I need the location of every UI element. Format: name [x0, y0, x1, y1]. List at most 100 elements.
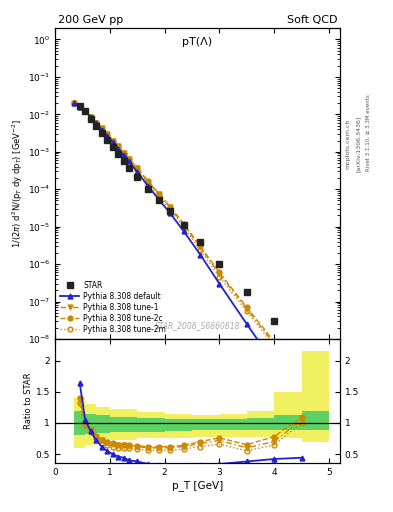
Y-axis label: 1/(2$\pi$) d$^2$N/(p$_T$ dy dp$_T$) [GeV$^{-2}$]: 1/(2$\pi$) d$^2$N/(p$_T$ dy dp$_T$) [GeV…	[11, 119, 25, 248]
Pythia 8.308 tune-2c	[321, 407, 326, 413]
Pythia 8.308 tune-2m	[146, 180, 151, 186]
Pythia 8.308 default	[83, 109, 88, 115]
Pythia 8.308 tune-2m	[127, 157, 131, 163]
Text: [arXiv:1306.3436]: [arXiv:1306.3436]	[356, 115, 361, 172]
Pythia 8.308 default	[105, 133, 109, 139]
Pythia 8.308 tune-1	[116, 143, 120, 150]
Pythia 8.308 default	[198, 251, 202, 258]
Pythia 8.308 default	[94, 120, 99, 126]
Pythia 8.308 default	[110, 139, 115, 145]
Pythia 8.308 tune-2m	[110, 139, 115, 145]
Pythia 8.308 tune-1	[121, 150, 126, 156]
Pythia 8.308 tune-2c	[110, 137, 115, 143]
Pythia 8.308 tune-2c	[94, 120, 99, 126]
Pythia 8.308 default	[77, 103, 82, 110]
Pythia 8.308 default	[217, 281, 222, 287]
Pythia 8.308 default	[135, 169, 140, 175]
Pythia 8.308 tune-2m	[157, 194, 162, 200]
Pythia 8.308 tune-2m	[94, 120, 99, 126]
Pythia 8.308 default	[321, 437, 326, 443]
Pythia 8.308 tune-1	[127, 156, 131, 162]
Pythia 8.308 default	[146, 183, 151, 189]
Pythia 8.308 tune-2m	[116, 144, 120, 151]
Pythia 8.308 tune-1	[168, 204, 173, 210]
Pythia 8.308 tune-1	[94, 120, 99, 126]
Pythia 8.308 tune-2c	[146, 178, 151, 184]
Pythia 8.308 tune-1	[244, 306, 249, 312]
Line: Pythia 8.308 tune-2m: Pythia 8.308 tune-2m	[72, 101, 326, 416]
Pythia 8.308 tune-2c	[83, 109, 88, 115]
Pythia 8.308 tune-2m	[321, 411, 326, 417]
Pythia 8.308 tune-1	[299, 375, 304, 381]
Pythia 8.308 tune-1	[105, 132, 109, 138]
Pythia 8.308 tune-1	[72, 100, 77, 106]
Text: mcplots.cern.ch: mcplots.cern.ch	[345, 118, 350, 168]
Pythia 8.308 tune-2c	[121, 150, 126, 156]
X-axis label: p_T [GeV]: p_T [GeV]	[172, 480, 223, 491]
Legend: STAR, Pythia 8.308 default, Pythia 8.308 tune-1, Pythia 8.308 tune-2c, Pythia 8.: STAR, Pythia 8.308 default, Pythia 8.308…	[59, 280, 168, 335]
Pythia 8.308 default	[299, 399, 304, 406]
Pythia 8.308 tune-2c	[157, 191, 162, 197]
Pythia 8.308 tune-1	[99, 125, 104, 132]
Pythia 8.308 tune-1	[110, 137, 115, 143]
Line: Pythia 8.308 tune-1: Pythia 8.308 tune-1	[72, 101, 326, 413]
Pythia 8.308 tune-1	[146, 179, 151, 185]
Pythia 8.308 tune-2c	[168, 204, 173, 210]
Pythia 8.308 tune-2c	[299, 373, 304, 379]
Pythia 8.308 tune-1	[135, 165, 140, 172]
Pythia 8.308 tune-2m	[244, 308, 249, 314]
Pythia 8.308 tune-2c	[272, 338, 277, 345]
Pythia 8.308 tune-2c	[127, 156, 131, 162]
Pythia 8.308 tune-2c	[217, 269, 222, 275]
Pythia 8.308 default	[116, 146, 120, 152]
Pythia 8.308 tune-2m	[217, 274, 222, 280]
Pythia 8.308 tune-2c	[105, 132, 109, 138]
Pythia 8.308 tune-1	[321, 408, 326, 414]
Pythia 8.308 tune-2m	[182, 224, 186, 230]
Pythia 8.308 tune-2m	[72, 100, 77, 106]
Pythia 8.308 tune-1	[217, 271, 222, 277]
Pythia 8.308 tune-1	[272, 340, 277, 347]
Pythia 8.308 default	[72, 100, 77, 106]
Pythia 8.308 default	[168, 210, 173, 216]
Pythia 8.308 tune-2m	[105, 133, 109, 139]
Text: pT(Λ): pT(Λ)	[182, 37, 213, 48]
Line: Pythia 8.308 default: Pythia 8.308 default	[72, 101, 326, 442]
Pythia 8.308 default	[272, 360, 277, 367]
Pythia 8.308 tune-1	[157, 191, 162, 198]
Text: STAR_2006_S6860818: STAR_2006_S6860818	[155, 321, 240, 330]
Pythia 8.308 tune-2c	[72, 100, 77, 106]
Pythia 8.308 tune-2m	[168, 206, 173, 212]
Pythia 8.308 tune-2c	[88, 114, 93, 120]
Pythia 8.308 tune-2m	[198, 247, 202, 253]
Y-axis label: Ratio to STAR: Ratio to STAR	[24, 373, 33, 430]
Pythia 8.308 tune-1	[83, 109, 88, 115]
Pythia 8.308 default	[182, 228, 186, 234]
Pythia 8.308 tune-2c	[182, 221, 186, 227]
Text: Rivet 3.1.10, ≥ 3.3M events: Rivet 3.1.10, ≥ 3.3M events	[365, 95, 371, 172]
Pythia 8.308 tune-1	[77, 103, 82, 110]
Pythia 8.308 tune-2m	[99, 126, 104, 133]
Pythia 8.308 tune-2c	[198, 243, 202, 249]
Pythia 8.308 default	[88, 114, 93, 120]
Pythia 8.308 tune-2m	[135, 167, 140, 174]
Line: Pythia 8.308 tune-2c: Pythia 8.308 tune-2c	[72, 101, 326, 412]
Pythia 8.308 default	[121, 152, 126, 158]
Pythia 8.308 tune-2m	[88, 114, 93, 120]
Pythia 8.308 default	[157, 197, 162, 203]
Pythia 8.308 default	[127, 158, 131, 164]
Pythia 8.308 tune-2m	[77, 103, 82, 110]
Pythia 8.308 tune-2c	[99, 125, 104, 132]
Pythia 8.308 tune-1	[182, 222, 186, 228]
Pythia 8.308 tune-2m	[83, 109, 88, 115]
Text: Soft QCD: Soft QCD	[286, 15, 337, 25]
Pythia 8.308 tune-2m	[272, 343, 277, 349]
Pythia 8.308 tune-1	[88, 114, 93, 120]
Pythia 8.308 tune-2c	[77, 103, 82, 110]
Pythia 8.308 tune-2m	[299, 377, 304, 383]
Pythia 8.308 tune-2m	[121, 151, 126, 157]
Pythia 8.308 default	[99, 126, 104, 133]
Pythia 8.308 tune-2c	[244, 304, 249, 310]
Pythia 8.308 default	[244, 321, 249, 327]
Pythia 8.308 tune-2c	[135, 165, 140, 171]
